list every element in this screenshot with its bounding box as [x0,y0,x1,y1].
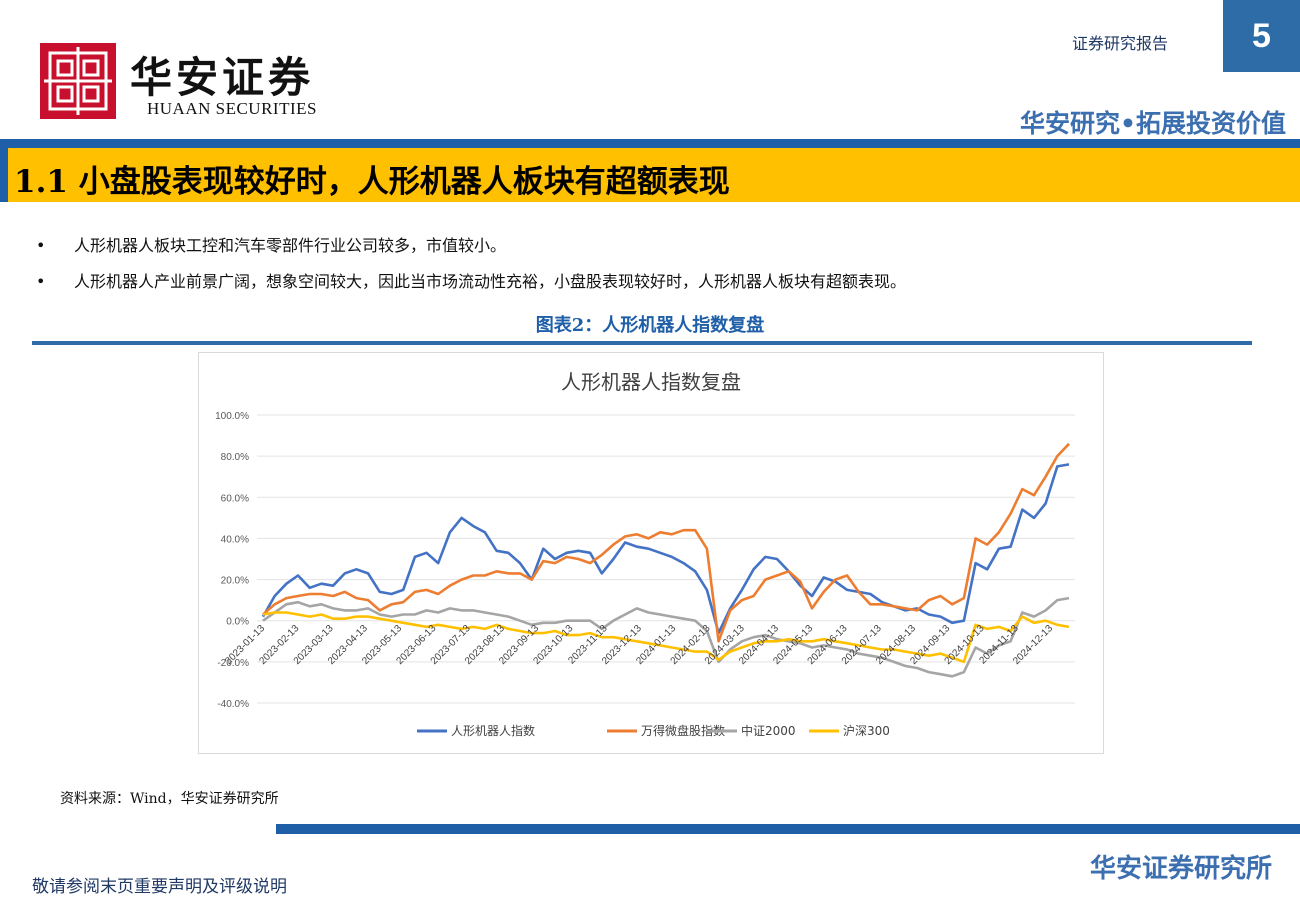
report-type-label: 证券研究报告 [1072,34,1169,53]
company-logo [40,43,116,119]
series-line [262,611,1070,664]
brand-name-cn: 华安证券 [130,53,315,102]
figure-source: 资料来源：Wind，华安证券研究所 [60,791,279,807]
slogan: 华安研究•拓展投资价值 [1020,109,1286,138]
line-chart: 人形机器人指数复盘 100.0% 80.0% 60.0% 40.0% 20.0% 0.0%… [215,370,1075,738]
y-tick-label: 60.0% [221,493,249,504]
legend-label: 人形机器人指数 [451,723,535,738]
chart-container: 人形机器人指数复盘 100.0% 80.0% 60.0% 40.0% 20.0% 0.0%… [198,352,1104,754]
disclaimer-text[interactable]: 敬请参阅末页重要声明及评级说明 [32,877,287,897]
y-tick-label: -20.0% [217,658,249,669]
y-tick-label: -40.0% [217,699,249,710]
bullet-text: 人形机器人板块工控和汽车零部件行业公司较多，市值较小。 [74,236,507,255]
bullet-item: • 人形机器人板块工控和汽车零部件行业公司较多，市值较小。 [36,232,506,256]
bullet-item: • 人形机器人产业前景广阔，想象空间较大，因此当市场流动性充裕，小盘股表现较好时，… [36,268,906,292]
footer-brand: 华安证券研究所 [1089,854,1272,884]
y-tick-label: 80.0% [221,452,249,463]
y-tick-label: 40.0% [221,534,249,545]
series-line [261,463,1070,635]
y-tick-label: 100.0% [215,411,249,422]
y-tick-label: 20.0% [221,576,249,587]
legend-label: 中证2000 [741,723,796,738]
x-axis-ticks: 2023-01-132023-02-132023-03-132023-04-13… [223,623,1055,667]
section-title: 1.1 小盘股表现较好时，人形机器人板块有超额表现 [14,164,730,200]
page-number: 5 [1223,0,1300,72]
chart-title: 人形机器人指数复盘 [561,370,741,394]
y-tick-label: 0.0% [226,617,249,628]
title-accent [0,148,8,202]
series-line [262,442,1070,643]
legend-label: 万得微盘股指数 [641,723,725,738]
chart-legend: 人形机器人指数 万得微盘股指数 中证2000 沪深300 [417,723,890,738]
bullet-dot-icon: • [36,272,46,291]
figure-caption: 图表2：人形机器人指数复盘 [535,315,765,336]
chart-series [261,442,1070,678]
figure-divider [32,341,1252,345]
legend-label: 沪深300 [843,724,890,738]
header-divider [0,139,1300,148]
bullet-text: 人形机器人产业前景广阔，想象空间较大，因此当市场流动性充裕，小盘股表现较好时，人… [74,272,907,291]
bullet-dot-icon: • [36,236,46,255]
series-line [262,596,1070,678]
section-title-bar: 1.1 小盘股表现较好时，人形机器人板块有超额表现 [0,148,1300,202]
y-axis-ticks: 100.0% 80.0% 60.0% 40.0% 20.0% 0.0% -20.0% -40.… [215,411,249,710]
chart-gridlines [257,414,1075,704]
logo-emblem-icon [40,43,116,119]
brand-name-en: HUAAN SECURITIES [147,99,317,118]
footer-divider [276,824,1300,834]
